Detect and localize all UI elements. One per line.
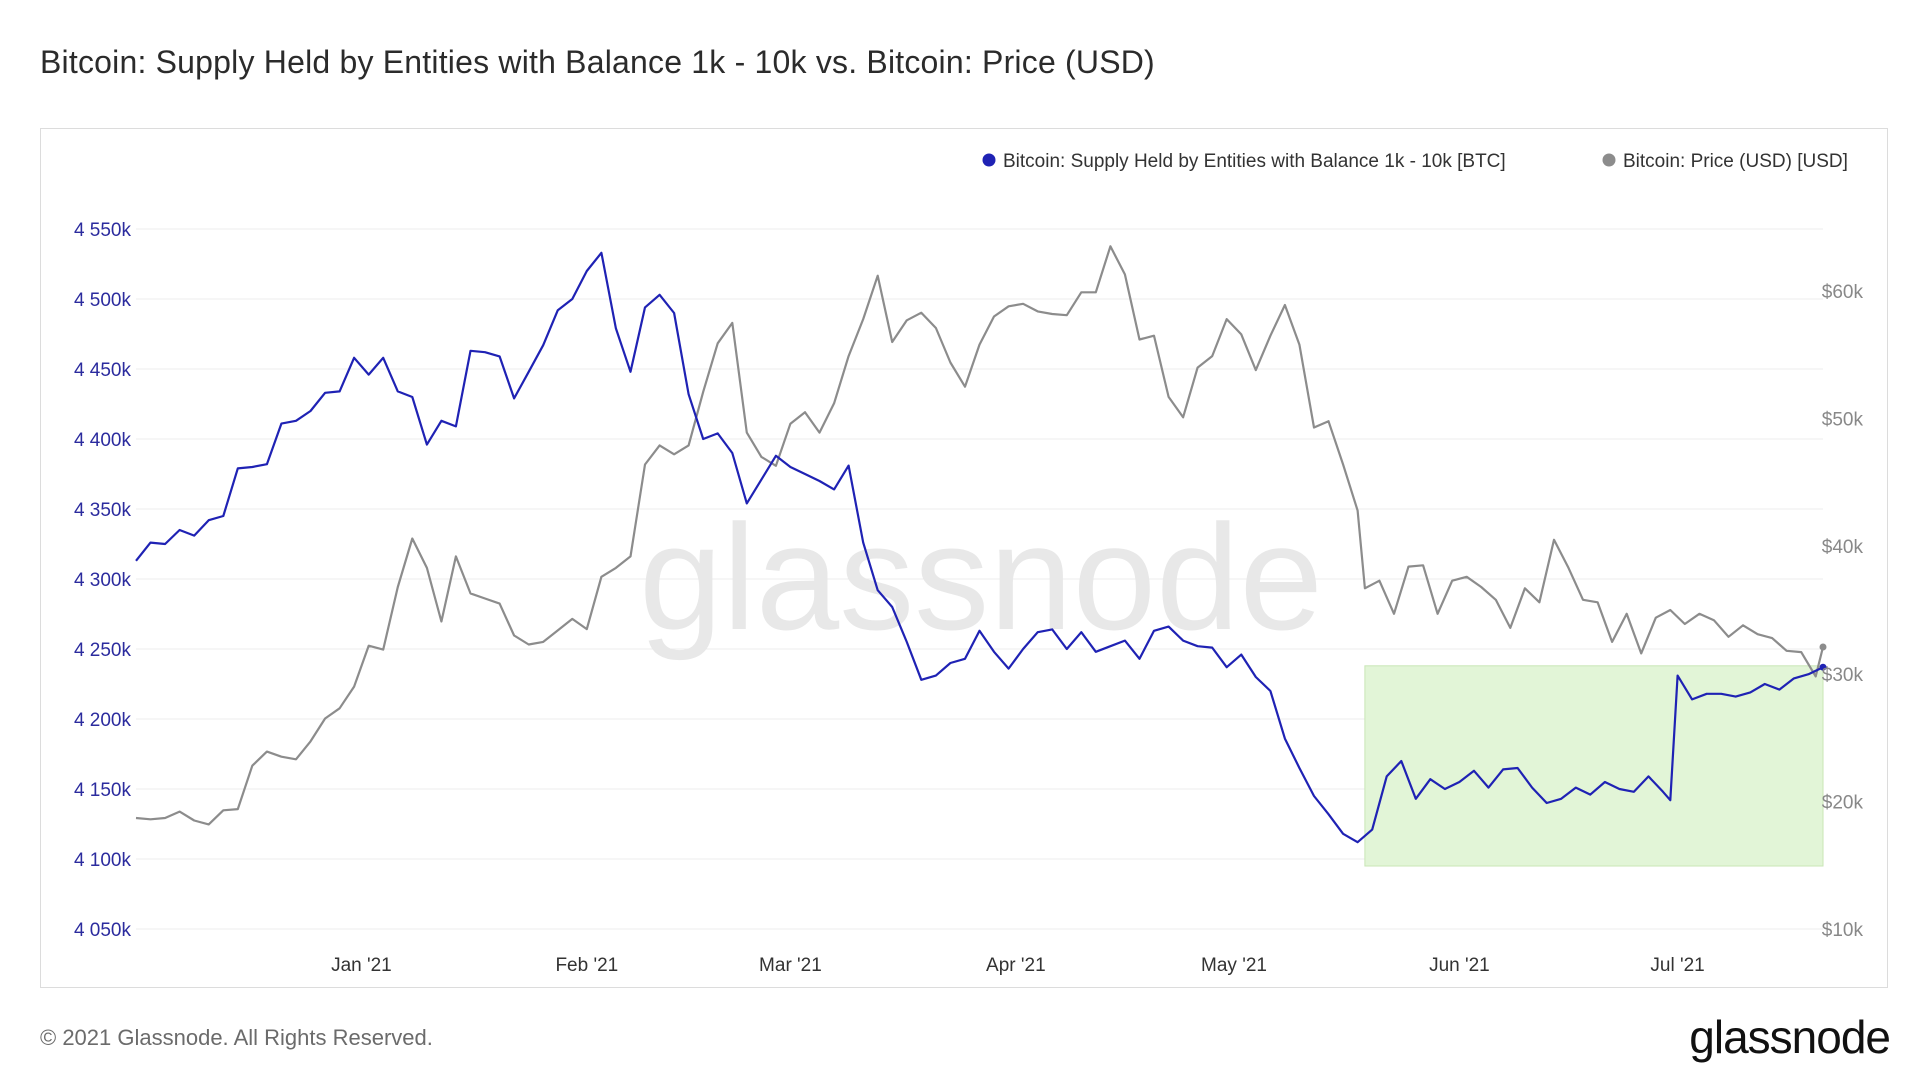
highlight-region	[1364, 665, 1824, 867]
x-tick-label: May '21	[1201, 955, 1267, 976]
gridlines	[136, 228, 1823, 930]
y-left-tick-label: 4 050k	[74, 920, 132, 941]
chart-title: Bitcoin: Supply Held by Entities with Ba…	[40, 44, 1155, 80]
chart-panel: glassnode 4 050k 4 100k 4 150k 4 200k 4 250k…	[40, 128, 1888, 988]
supply-last-point	[1819, 663, 1827, 671]
series-lines	[135, 245, 1827, 844]
y-left-tick-label: 4 500k	[74, 290, 132, 311]
y-left-tick-label: 4 550k	[74, 220, 132, 241]
y-right-tick-label: $10k	[1822, 920, 1864, 941]
x-tick-label: Feb '21	[555, 955, 618, 976]
legend: Bitcoin: Supply Held by Entities with Ba…	[982, 151, 1848, 172]
y-right-tick-label: $50k	[1822, 410, 1864, 431]
watermark: glassnode	[639, 493, 1323, 661]
copyright-text: © 2021 Glassnode. All Rights Reserved.	[40, 1025, 433, 1050]
y-right-tick-label: $20k	[1822, 792, 1864, 813]
y-right-tick-label: $40k	[1822, 537, 1864, 558]
y-left-tick-label: 4 150k	[74, 780, 132, 801]
supply-series-line	[135, 251, 1824, 844]
x-tick-label: Jul '21	[1650, 955, 1704, 976]
x-tick-label: Jun '21	[1429, 955, 1490, 976]
x-tick-label: Mar '21	[759, 955, 822, 976]
legend-marker	[982, 153, 996, 167]
legend-label: Bitcoin: Price (USD) [USD]	[1623, 151, 1848, 172]
y-left-tick-label: 4 200k	[74, 710, 132, 731]
highlight-box	[1364, 665, 1824, 867]
y-left-tick-label: 4 100k	[74, 850, 132, 871]
brand-logo[interactable]: glassnode	[1689, 1011, 1891, 1063]
x-tick-label: Jan '21	[331, 955, 392, 976]
price-last-point	[1819, 643, 1827, 651]
legend-label: Bitcoin: Supply Held by Entities with Ba…	[1003, 151, 1506, 172]
y-axis-left: 4 050k 4 100k 4 150k 4 200k 4 250k 4 300k 4 35…	[74, 220, 132, 941]
y-left-tick-label: 4 250k	[74, 640, 132, 661]
y-right-tick-label: $30k	[1822, 665, 1864, 686]
y-left-tick-label: 4 300k	[74, 570, 132, 591]
y-left-tick-label: 4 400k	[74, 430, 132, 451]
price-series-line	[135, 245, 1825, 826]
legend-marker	[1602, 153, 1616, 167]
chart-svg: glassnode 4 050k 4 100k 4 150k 4 200k 4 250k…	[74, 151, 1864, 976]
y-left-tick-label: 4 450k	[74, 360, 132, 381]
y-right-tick-label: $60k	[1822, 282, 1864, 303]
x-axis: Jan '21 Feb '21 Mar '21 Apr '21 May '21 Jun '…	[331, 955, 1705, 976]
y-left-tick-label: 4 350k	[74, 500, 132, 521]
y-axis-right: $10k $20k $30k $40k $50k $60k	[1822, 282, 1864, 941]
x-tick-label: Apr '21	[986, 955, 1046, 976]
